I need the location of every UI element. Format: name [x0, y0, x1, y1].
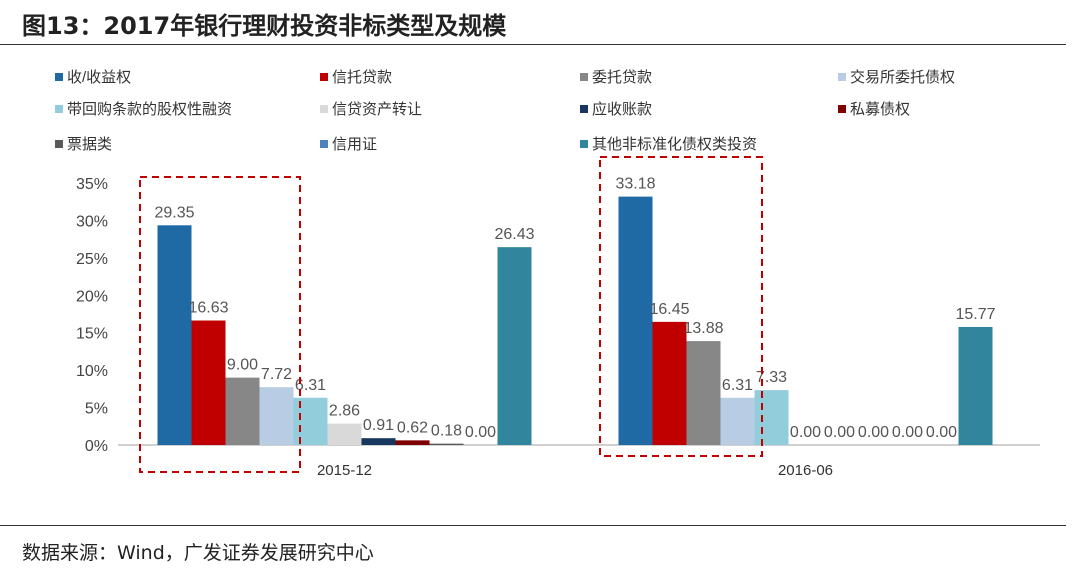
legend-label: 信用证	[332, 136, 377, 153]
highlight-box	[599, 156, 763, 457]
bar	[327, 423, 362, 445]
legend-label: 其他非标准化债权类投资	[592, 136, 757, 153]
data-label: 0.00	[824, 424, 855, 441]
data-label: 16.63	[188, 300, 228, 317]
legend-swatch	[580, 140, 588, 148]
data-label: 0.62	[397, 419, 428, 436]
data-label: 0.00	[858, 424, 889, 441]
y-tick-label: 30%	[76, 213, 108, 230]
legend-swatch	[320, 73, 328, 81]
bar	[958, 326, 993, 445]
y-tick-label: 35%	[76, 176, 108, 193]
bar	[259, 387, 294, 445]
data-label: 6.31	[295, 377, 326, 394]
data-label: 29.35	[154, 204, 194, 221]
legend-swatch	[838, 105, 846, 113]
y-tick-label: 25%	[76, 251, 108, 268]
data-label: 6.31	[722, 377, 753, 394]
data-label: 16.45	[649, 301, 689, 318]
bar	[191, 320, 226, 445]
data-label: 0.00	[926, 424, 957, 441]
bar	[225, 377, 260, 445]
y-tick-label: 10%	[76, 363, 108, 380]
data-label: 2.86	[329, 403, 360, 420]
y-tick-label: 20%	[76, 288, 108, 305]
source-note: 数据来源：Wind，广发证券发展研究中心	[22, 542, 374, 564]
data-label: 0.00	[465, 424, 496, 441]
x-tick-label: 2016-06	[778, 462, 833, 479]
data-label: 15.77	[955, 306, 995, 323]
bar	[686, 341, 721, 445]
legend-label: 收/收益权	[67, 69, 131, 86]
data-label: 7.33	[756, 369, 787, 386]
data-label: 33.18	[615, 176, 655, 193]
legend-swatch	[580, 73, 588, 81]
data-label: 7.72	[261, 366, 292, 383]
bar	[497, 247, 532, 445]
bar	[618, 196, 653, 445]
footer-divider	[0, 525, 1066, 526]
y-tick-label: 5%	[85, 401, 108, 418]
legend-swatch	[320, 140, 328, 148]
legend-swatch	[580, 105, 588, 113]
data-label: 0.18	[431, 423, 462, 440]
legend-label: 带回购条款的股权性融资	[67, 101, 232, 118]
data-label: 13.88	[683, 320, 723, 337]
bar	[293, 397, 328, 445]
legend-label: 交易所委托债权	[850, 68, 955, 86]
y-tick-label: 0%	[85, 438, 108, 455]
x-tick-label: 2015-12	[317, 462, 372, 479]
data-label: 0.00	[790, 424, 821, 441]
data-label: 9.00	[227, 357, 258, 374]
legend-label: 信贷资产转让	[332, 101, 422, 118]
legend-swatch	[55, 105, 63, 113]
bar	[361, 438, 396, 445]
bar	[429, 443, 464, 445]
legend-swatch	[838, 73, 846, 81]
bar	[652, 321, 687, 445]
legend-label: 票据类	[67, 136, 112, 153]
title-divider	[0, 44, 1066, 45]
legend-label: 私募债权	[850, 101, 910, 118]
legend-label: 应收账款	[592, 100, 652, 118]
figure-title: 图13：2017年银行理财投资非标类型及规模	[22, 12, 507, 40]
data-label: 26.43	[494, 226, 534, 243]
data-label: 0.91	[363, 417, 394, 434]
legend-label: 信托贷款	[332, 69, 392, 86]
legend-swatch	[55, 140, 63, 148]
bar	[754, 390, 789, 445]
legend-swatch	[320, 105, 328, 113]
highlight-box	[139, 176, 301, 473]
y-tick-label: 15%	[76, 326, 108, 343]
bar	[720, 397, 755, 445]
legend-swatch	[55, 73, 63, 81]
bar	[395, 440, 430, 445]
bar	[157, 225, 192, 445]
legend-label: 委托贷款	[592, 69, 652, 86]
data-label: 0.00	[892, 424, 923, 441]
